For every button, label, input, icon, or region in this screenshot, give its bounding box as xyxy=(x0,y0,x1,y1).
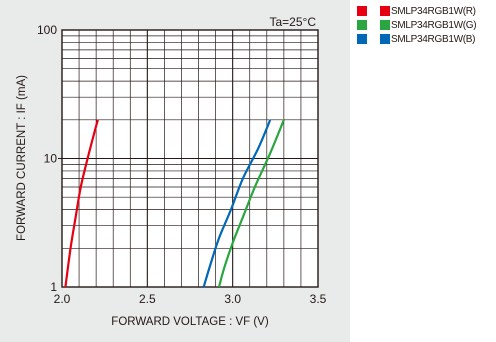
legend-label: SMLP34RGB1W(B) xyxy=(391,33,476,45)
y-tick-label: 100 xyxy=(37,23,57,37)
legend: SMLP34RGB1W(R) SMLP34RGB1W(G) SMLP34RGB1W(… xyxy=(357,5,477,47)
y-axis-label: FORWARD CURRENT : IF (mA) xyxy=(16,75,28,241)
grid xyxy=(58,30,318,287)
legend-entry: SMLP34RGB1W(R) xyxy=(357,5,476,17)
legend-swatch xyxy=(357,20,367,30)
legend-swatch-inline xyxy=(380,20,390,30)
x-tick-label: 2.5 xyxy=(139,292,156,306)
x-tick-label: 3.5 xyxy=(310,292,327,306)
temperature-annotation: Ta=25°C xyxy=(270,15,317,29)
series-line-0 xyxy=(64,119,99,288)
legend-swatch xyxy=(357,6,367,16)
x-tick-labels: 2.0 2.5 3.0 3.5 xyxy=(54,292,327,306)
x-tick-label: 3.0 xyxy=(224,292,241,306)
legend-entry: SMLP34RGB1W(G) xyxy=(357,19,477,31)
series-line-1 xyxy=(217,119,285,288)
iv-chart: 1 10 100 2.0 2.5 3.0 3.5 Ta=25°C FORWARD VOLT… xyxy=(16,15,327,328)
legend-label: SMLP34RGB1W(G) xyxy=(391,19,477,31)
y-tick-labels: 1 10 100 xyxy=(37,23,57,294)
y-tick-label: 1 xyxy=(50,280,57,294)
legend-swatch xyxy=(357,34,367,44)
series-line-2 xyxy=(202,119,272,288)
y-tick-label: 10 xyxy=(44,152,58,166)
x-axis-label: FORWARD VOLTAGE : VF (V) xyxy=(111,316,269,328)
legend-entry: SMLP34RGB1W(B) xyxy=(357,33,476,45)
legend-label: SMLP34RGB1W(R) xyxy=(391,5,476,17)
plot-frame xyxy=(61,29,319,288)
legend-swatch-inline xyxy=(380,34,390,44)
legend-swatch-inline xyxy=(380,6,390,16)
x-tick-label: 2.0 xyxy=(54,292,71,306)
series-layer xyxy=(64,119,285,288)
